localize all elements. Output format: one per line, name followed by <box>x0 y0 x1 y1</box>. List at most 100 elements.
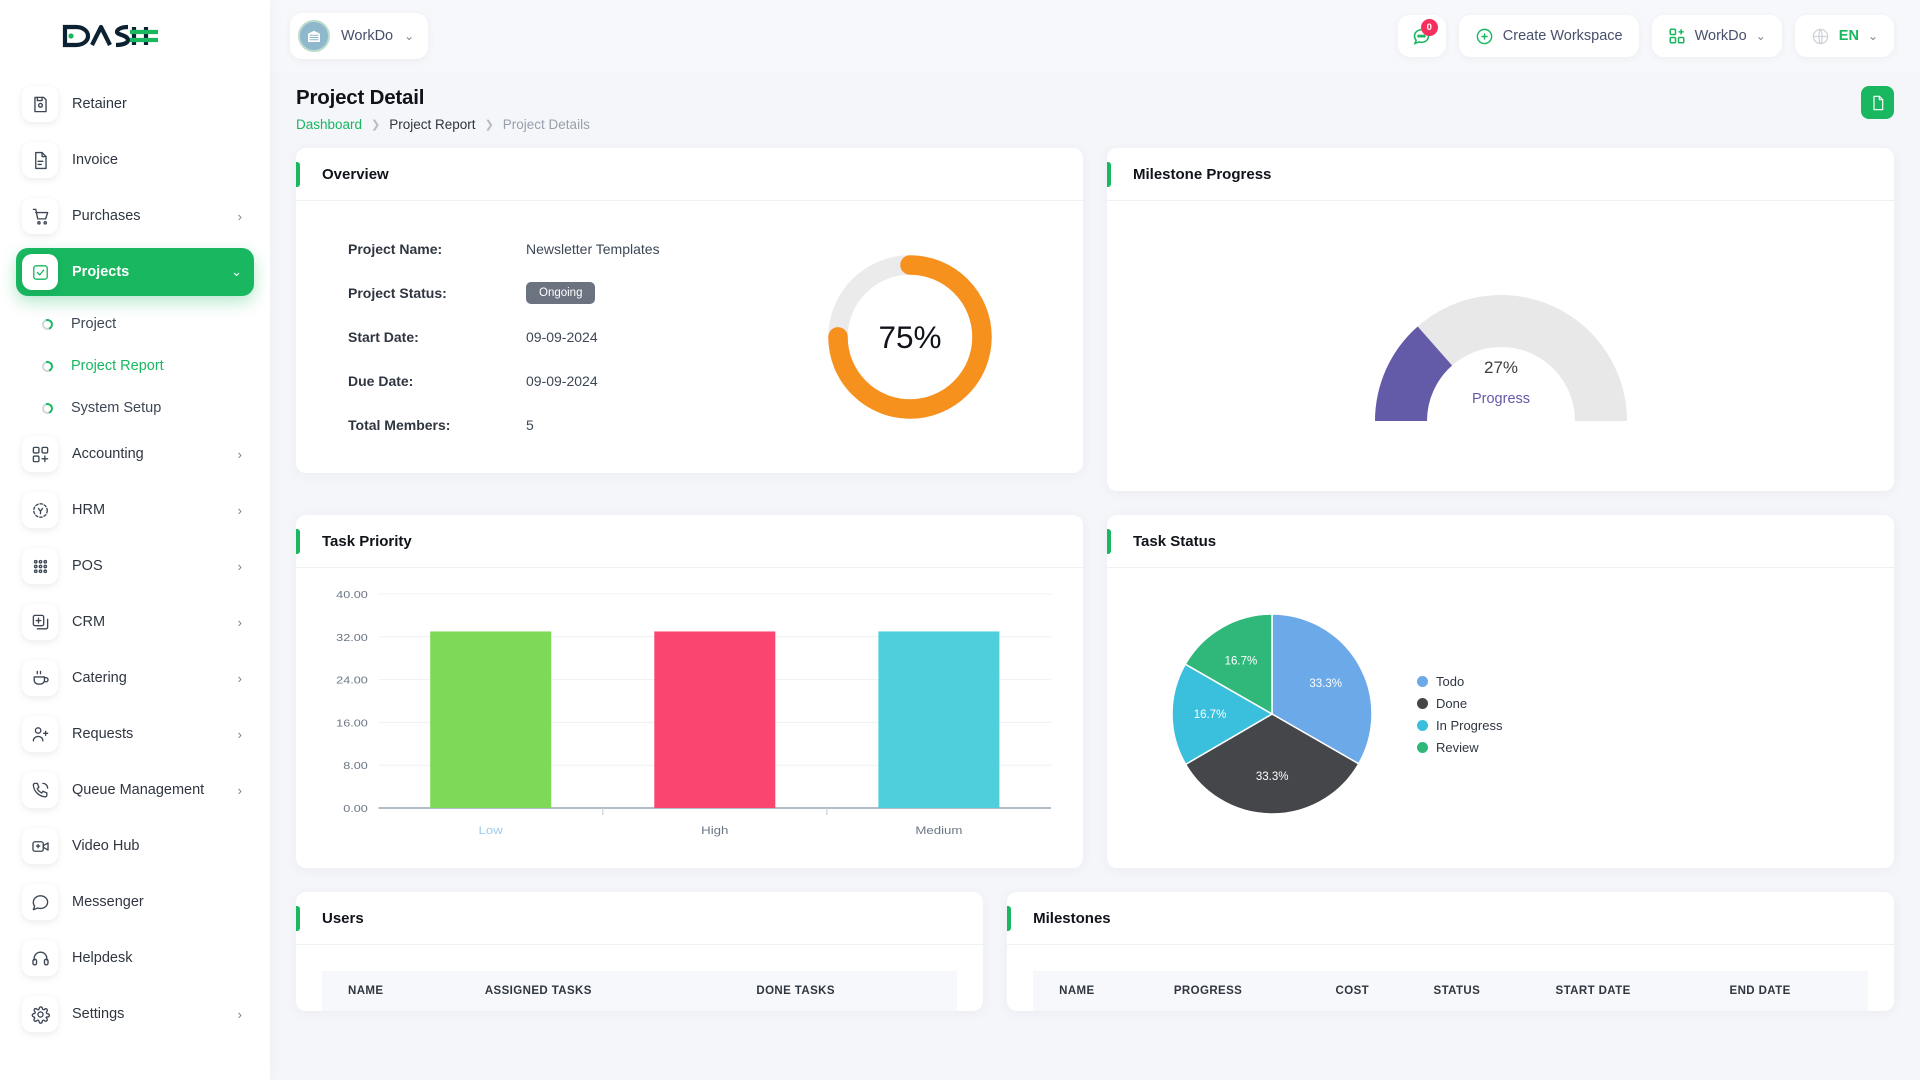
sidebar-item-queue-management[interactable]: Queue Management › <box>16 766 254 814</box>
sidebar-nav: Retainer Invoice Purchases › Projects ⌄ <box>0 72 270 1080</box>
sidebar-label: Helpdesk <box>72 950 133 966</box>
page-content: Project Detail Dashboard ❯ Project Repor… <box>270 72 1920 1080</box>
card-header: Users <box>296 892 984 945</box>
sidebar-item-helpdesk[interactable]: Helpdesk <box>16 934 254 982</box>
save-icon <box>22 86 58 122</box>
overview-body: Project Name: Newsletter Templates Proje… <box>296 201 1083 473</box>
sidebar-item-pos[interactable]: POS › <box>16 542 254 590</box>
sidebar-label: Queue Management <box>72 782 205 798</box>
sidebar-item-settings[interactable]: Settings › <box>16 990 254 1038</box>
overview-card: Overview Project Name: Newsletter Templa… <box>296 148 1083 473</box>
create-workspace-button[interactable]: Create Workspace <box>1458 15 1639 57</box>
legend-label: Review <box>1436 739 1479 755</box>
legend-color-dot <box>1417 675 1428 687</box>
table-column-header: ASSIGNED TASKS <box>474 971 747 1011</box>
chevron-down-icon: ⌄ <box>1867 29 1878 43</box>
chevron-right-icon: › <box>237 782 242 798</box>
card-title: Task Priority <box>322 532 412 550</box>
chevron-right-icon: › <box>237 726 242 742</box>
field-label: Due Date: <box>348 373 414 389</box>
svg-text:24.00: 24.00 <box>336 675 368 687</box>
sidebar-item-hrm[interactable]: HRM › <box>16 486 254 534</box>
legend-color-dot <box>1417 697 1428 709</box>
users-table-wrap: NAME ASSIGNED TASKS DONE TASKS <box>296 945 983 1011</box>
users-card: Users NAME ASSIGNED TASKS DONE TASKS <box>296 892 984 1011</box>
sidebar-label: CRM <box>72 614 106 630</box>
sidebar-item-catering[interactable]: Catering › <box>16 654 254 702</box>
field-value: 09-09-2024 <box>526 329 598 345</box>
breadcrumb-project-report[interactable]: Project Report <box>389 117 476 132</box>
svg-text:33.3%: 33.3% <box>1309 678 1342 690</box>
card-title: Users <box>322 909 364 927</box>
table-column-header: COST <box>1325 971 1424 1011</box>
sidebar-item-invoice[interactable]: Invoice <box>16 136 254 184</box>
dots-grid-icon <box>22 548 58 584</box>
sidebar-item-crm[interactable]: CRM › <box>16 598 254 646</box>
field-label: Start Date: <box>348 329 419 345</box>
table-column-header: DONE TASKS <box>746 971 958 1011</box>
sidebar-label: Video Hub <box>72 838 140 854</box>
svg-text:0.00: 0.00 <box>343 803 368 815</box>
chevron-right-icon: › <box>237 670 242 686</box>
sidebar-label: Purchases <box>72 208 141 224</box>
sidebar-item-projects[interactable]: Projects ⌄ <box>16 248 254 296</box>
sidebar-item-purchases[interactable]: Purchases › <box>16 192 254 240</box>
page-title: Project Detail <box>296 86 425 109</box>
brand-logo[interactable] <box>0 0 270 72</box>
card-title: Milestones <box>1033 909 1111 927</box>
legend-item[interactable]: Done <box>1417 696 1502 711</box>
breadcrumb-current: Project Details <box>502 117 590 132</box>
workspace-switch-label: WorkDo <box>1694 28 1747 44</box>
sidebar-subitem-system-setup[interactable]: System Setup <box>16 388 254 428</box>
sidebar-item-accounting[interactable]: Accounting › <box>16 430 254 478</box>
legend-item[interactable]: In Progress <box>1417 718 1502 733</box>
language-selector[interactable]: EN ⌄ <box>1794 15 1894 57</box>
phone-icon <box>22 772 58 808</box>
svg-text:Medium: Medium <box>915 824 962 837</box>
milestones-card: Milestones NAME PROGRESS COST STATUS START D… <box>1007 892 1894 1011</box>
grid-plus-icon <box>1669 28 1685 44</box>
task-status-chart: 33.3% 33.3% 16.7% 16.7% Todo Done In Progress… <box>1107 568 1894 868</box>
sidebar-item-retainer[interactable]: Retainer <box>16 80 254 128</box>
table-header-row: NAME ASSIGNED TASKS DONE TASKS <box>322 971 958 1011</box>
chat-icon <box>22 884 58 920</box>
chevron-down-icon: ⌄ <box>404 29 415 43</box>
milestone-gauge-body: 27% Progress <box>1107 201 1894 491</box>
chevron-right-icon: › <box>237 208 242 224</box>
sidebar-sublabel: System Setup <box>71 400 162 416</box>
overview-row: Project Status: Ongoing <box>348 271 737 315</box>
sidebar-label: Catering <box>72 670 127 686</box>
breadcrumb-dashboard[interactable]: Dashboard <box>296 117 363 132</box>
dashboard-row-1: Overview Project Name: Newsletter Templa… <box>296 148 1894 491</box>
chevron-right-icon: › <box>237 558 242 574</box>
sidebar-label: Accounting <box>72 446 144 462</box>
bar-chart-svg: 0.00 8.00 16.00 24.00 32.00 40.00 Low High Mediu… <box>336 589 1051 837</box>
chevron-down-icon: ⌄ <box>231 264 242 279</box>
sidebar-subitem-project[interactable]: Project <box>16 304 254 344</box>
breadcrumb-separator: ❯ <box>371 119 381 131</box>
sidebar-item-video-hub[interactable]: Video Hub <box>16 822 254 870</box>
export-pdf-button[interactable] <box>1861 86 1894 119</box>
sidebar-item-messenger[interactable]: Messenger <box>16 878 254 926</box>
svg-text:33.3%: 33.3% <box>1256 771 1289 783</box>
breadcrumb: Dashboard ❯ Project Report ❯ Project Det… <box>296 117 590 132</box>
field-label: Project Name: <box>348 241 443 257</box>
workspace-selector[interactable]: WorkDo ⌄ <box>290 13 429 59</box>
pie-chart-svg: 33.3% 33.3% 16.7% 16.7% <box>1171 613 1373 815</box>
legend-item[interactable]: Todo <box>1417 674 1502 689</box>
chevron-right-icon: › <box>237 1006 242 1022</box>
legend-label: In Progress <box>1436 717 1503 733</box>
svg-text:40.00: 40.00 <box>336 589 368 601</box>
table-column-header: STATUS <box>1423 971 1546 1011</box>
workspace-name: WorkDo <box>341 28 394 44</box>
card-title: Task Status <box>1133 532 1217 550</box>
sidebar-label: HRM <box>72 502 106 518</box>
sidebar-item-requests[interactable]: Requests › <box>16 710 254 758</box>
table-column-header: START DATE <box>1545 971 1720 1011</box>
legend-item[interactable]: Review <box>1417 740 1502 755</box>
sidebar-subitem-project-report[interactable]: Project Report <box>16 346 254 386</box>
workspace-switch-button[interactable]: WorkDo ⌄ <box>1651 15 1782 57</box>
messages-button[interactable]: 0 <box>1397 15 1446 57</box>
card-header: Overview <box>296 148 1083 201</box>
donut-chart-svg: 75% <box>828 255 992 419</box>
